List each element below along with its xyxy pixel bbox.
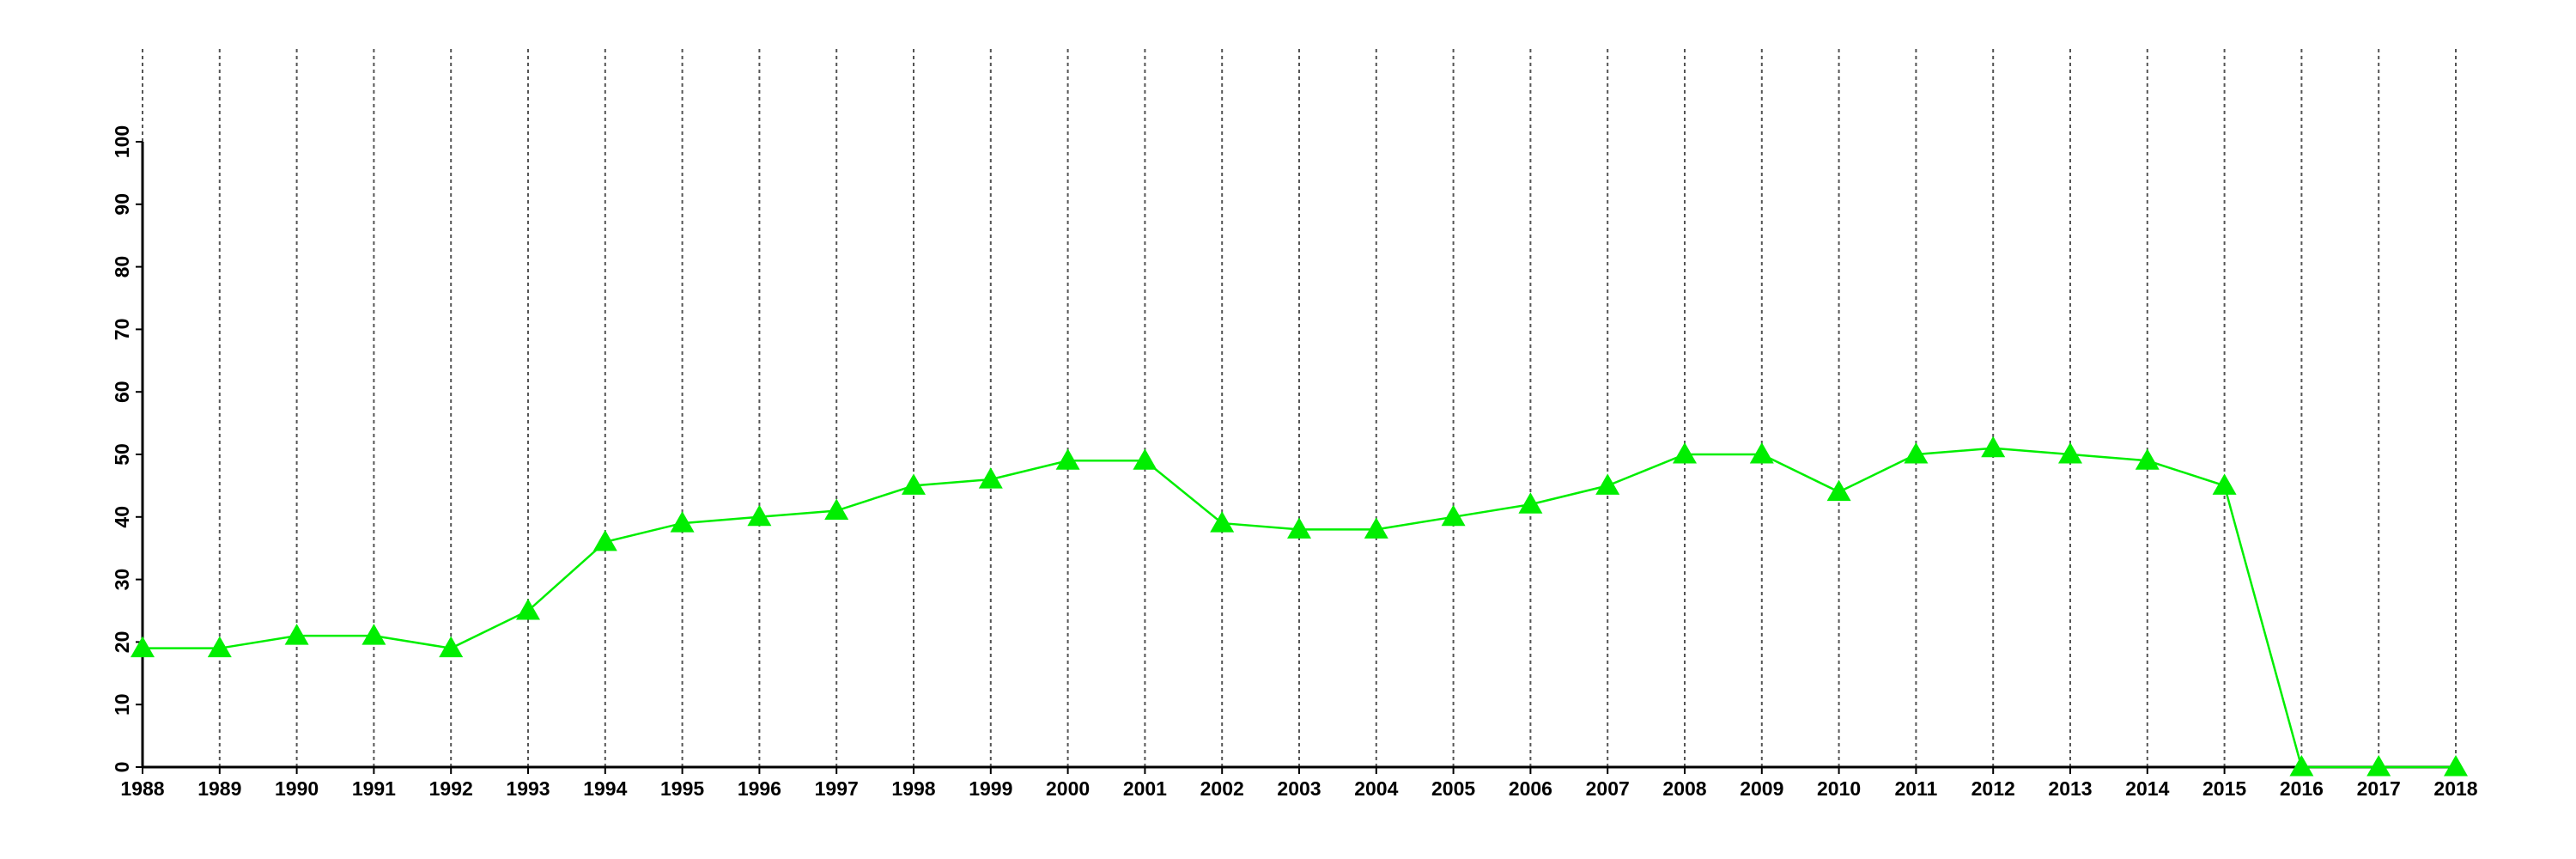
marker bbox=[361, 624, 386, 645]
x-tick-label: 1991 bbox=[352, 777, 396, 800]
x-tick-label: 2004 bbox=[1354, 777, 1398, 800]
marker bbox=[824, 498, 849, 521]
marker bbox=[1749, 442, 1774, 464]
marker bbox=[592, 529, 617, 551]
x-tick-label: 2012 bbox=[1971, 777, 2015, 800]
x-tick-label: 1998 bbox=[891, 777, 935, 800]
marker bbox=[1287, 517, 1311, 539]
x-tick-label: 1999 bbox=[969, 777, 1012, 800]
y-tick-label: 70 bbox=[111, 319, 133, 341]
x-tick-label: 1988 bbox=[120, 777, 164, 800]
x-tick-label: 2002 bbox=[1200, 777, 1244, 800]
marker bbox=[2444, 755, 2468, 777]
marker bbox=[2135, 448, 2160, 470]
x-tick-label: 1993 bbox=[506, 777, 550, 800]
marker bbox=[1673, 442, 1697, 464]
x-tick-label: 2005 bbox=[1431, 777, 1475, 800]
marker bbox=[2058, 442, 2082, 464]
marker bbox=[1981, 436, 2006, 458]
marker bbox=[131, 636, 155, 658]
marker bbox=[747, 504, 772, 527]
y-tick-label: 20 bbox=[111, 631, 133, 654]
x-tick-label: 1994 bbox=[583, 777, 627, 800]
marker bbox=[978, 467, 1003, 489]
marker bbox=[284, 624, 309, 645]
y-tick-label: 90 bbox=[111, 193, 133, 216]
x-tick-label: 2014 bbox=[2125, 777, 2169, 800]
marker bbox=[2212, 473, 2237, 495]
y-tick-label: 50 bbox=[111, 443, 133, 466]
marker bbox=[1133, 448, 1157, 470]
x-tick-label: 2013 bbox=[2048, 777, 2092, 800]
marker bbox=[1055, 448, 1080, 470]
marker bbox=[1595, 473, 1620, 495]
x-tick-label: 2018 bbox=[2433, 777, 2477, 800]
x-tick-label: 2011 bbox=[1894, 777, 1937, 800]
marker bbox=[1518, 492, 1543, 514]
y-tick-label: 40 bbox=[111, 506, 133, 528]
x-tick-label: 2015 bbox=[2202, 777, 2246, 800]
x-tick-label: 1989 bbox=[197, 777, 241, 800]
x-tick-label: 2009 bbox=[1740, 777, 1783, 800]
marker bbox=[2366, 755, 2391, 777]
y-tick-label: 10 bbox=[111, 693, 133, 716]
y-tick-label: 80 bbox=[111, 256, 133, 278]
x-tick-label: 1996 bbox=[738, 777, 781, 800]
x-tick-label: 1997 bbox=[815, 777, 859, 800]
marker bbox=[207, 636, 232, 658]
x-tick-label: 2017 bbox=[2357, 777, 2401, 800]
marker bbox=[902, 473, 926, 495]
x-tick-label: 2016 bbox=[2280, 777, 2324, 800]
x-tick-label: 2001 bbox=[1123, 777, 1167, 800]
x-tick-label: 2003 bbox=[1277, 777, 1321, 800]
x-tick-label: 1990 bbox=[275, 777, 319, 800]
marker bbox=[1904, 442, 1929, 464]
marker bbox=[670, 511, 695, 533]
x-tick-label: 1995 bbox=[660, 777, 704, 800]
marker bbox=[1364, 517, 1388, 539]
marker bbox=[1441, 504, 1466, 527]
y-tick-label: 100 bbox=[111, 125, 133, 158]
x-tick-label: 2000 bbox=[1046, 777, 1090, 800]
x-tick-label: 2010 bbox=[1817, 777, 1861, 800]
marker bbox=[1826, 479, 1851, 502]
x-tick-label: 2007 bbox=[1586, 777, 1630, 800]
marker bbox=[2289, 755, 2314, 777]
marker bbox=[516, 599, 540, 620]
x-tick-label: 1992 bbox=[429, 777, 473, 800]
y-tick-label: 60 bbox=[111, 381, 133, 403]
y-tick-label: 30 bbox=[111, 569, 133, 591]
y-tick-label: 0 bbox=[111, 762, 133, 773]
x-tick-label: 2008 bbox=[1662, 777, 1706, 800]
x-tick-label: 2006 bbox=[1509, 777, 1552, 800]
marker bbox=[1210, 511, 1235, 533]
marker bbox=[439, 636, 464, 658]
